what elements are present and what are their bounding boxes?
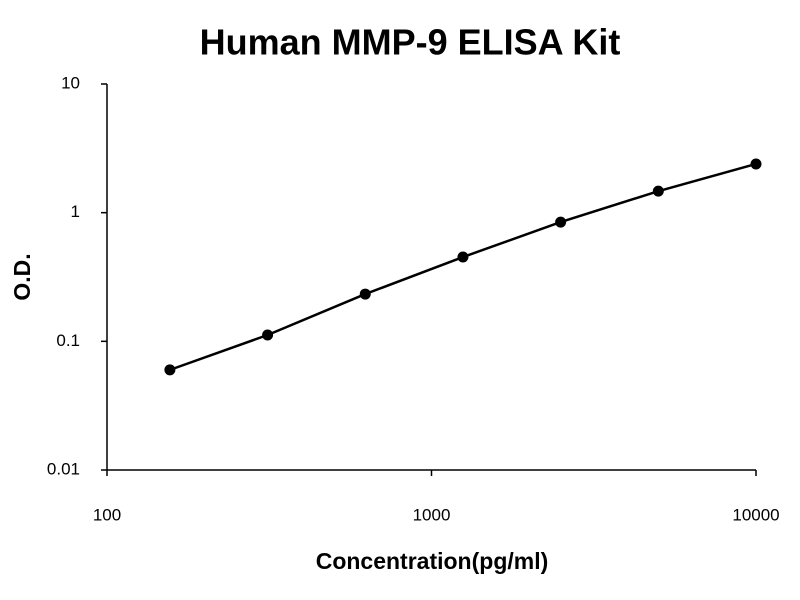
data-point bbox=[555, 216, 567, 228]
data-point bbox=[359, 288, 371, 300]
data-point bbox=[750, 158, 762, 170]
y-axis-label: O.D. bbox=[9, 253, 35, 300]
y-tick-label: 10 bbox=[61, 73, 80, 92]
x-tick-label: 1000 bbox=[413, 505, 451, 524]
data-point bbox=[164, 364, 176, 376]
series-line bbox=[169, 162, 757, 372]
data-point bbox=[457, 251, 469, 263]
x-tick-label: 100 bbox=[93, 505, 121, 524]
y-tick-label: 1 bbox=[71, 202, 80, 221]
x-tick-label: 10000 bbox=[732, 505, 779, 524]
x-axis-label: Concentration(pg/ml) bbox=[316, 548, 549, 574]
y-tick-label: 0.1 bbox=[56, 331, 80, 350]
y-tick-label: 0.01 bbox=[47, 459, 80, 478]
data-point bbox=[652, 185, 664, 197]
chart-title: Human MMP-9 ELISA Kit bbox=[200, 22, 621, 63]
data-point bbox=[262, 329, 274, 341]
